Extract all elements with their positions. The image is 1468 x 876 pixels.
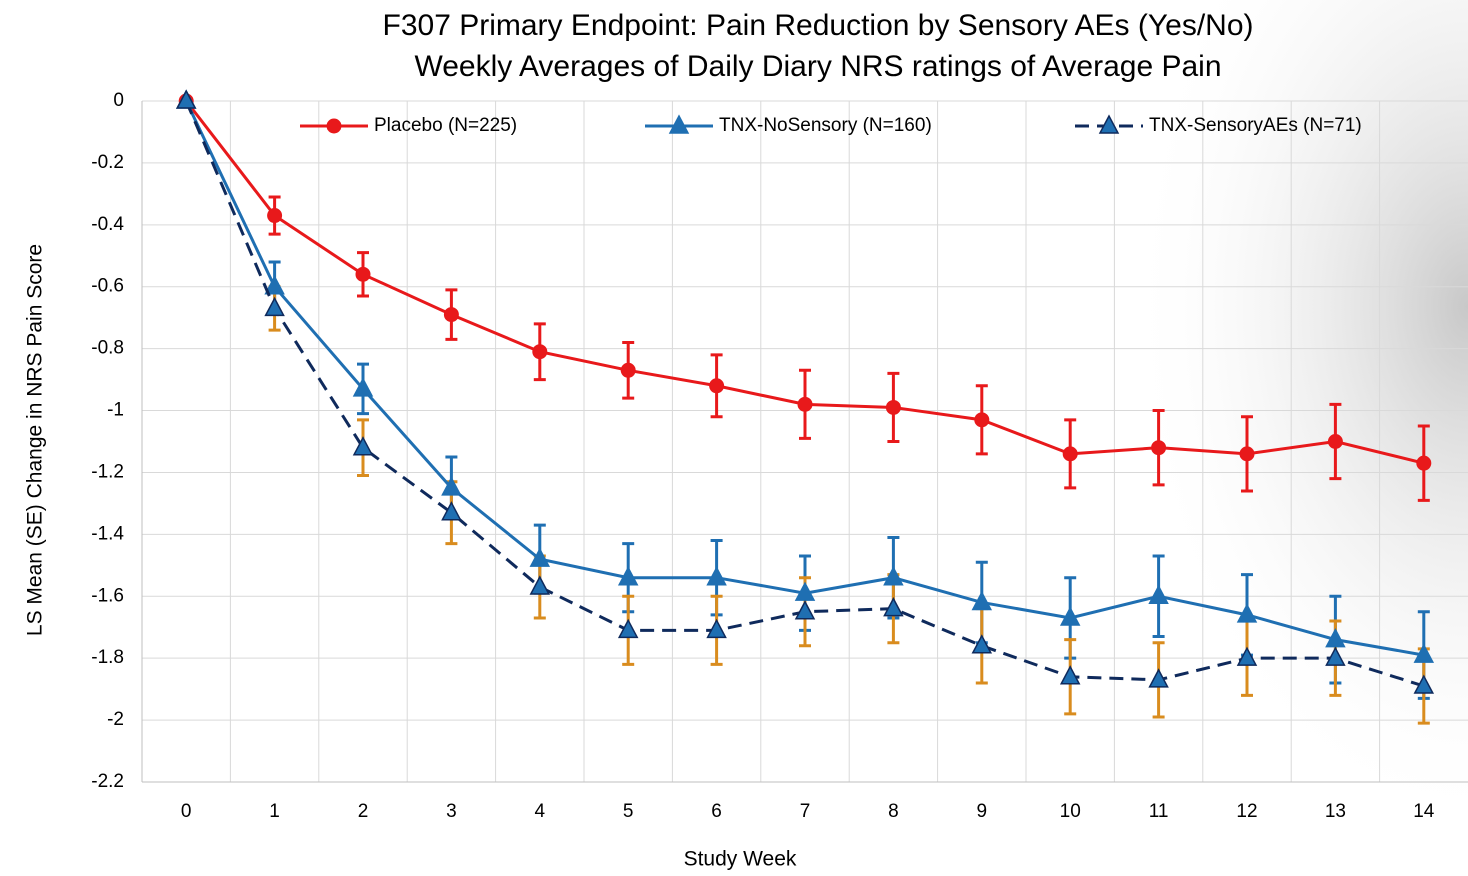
marker: [264, 275, 285, 295]
marker: [883, 566, 904, 586]
marker: [1059, 665, 1081, 685]
marker: [617, 618, 639, 639]
background-decor: [900, 0, 1468, 876]
marker: [352, 377, 374, 397]
marker: [441, 476, 462, 496]
marker: [352, 436, 374, 456]
marker: [1148, 584, 1169, 605]
y-tick-label: -1.8: [91, 647, 124, 668]
chart-subtitle: Weekly Averages of Daily Diary NRS ratin…: [414, 50, 1221, 83]
marker: [971, 634, 993, 654]
x-tick-label: 6: [711, 801, 722, 822]
marker: [1416, 455, 1432, 471]
marker: [1151, 440, 1167, 456]
legend-marker: [668, 114, 690, 134]
y-tick-label: -2.2: [91, 771, 124, 792]
x-tick-label: 0: [181, 801, 192, 822]
marker: [971, 590, 993, 611]
x-tick-label: 10: [1060, 801, 1081, 822]
marker: [709, 378, 725, 394]
marker: [441, 501, 462, 521]
marker: [885, 399, 901, 415]
marker: [1239, 446, 1255, 462]
marker: [1059, 606, 1081, 626]
legend-marker: [1098, 114, 1120, 134]
y-tick-label: -1.6: [91, 585, 124, 606]
marker: [1327, 434, 1343, 449]
marker: [620, 362, 636, 378]
marker: [1062, 446, 1078, 462]
x-tick-label: 11: [1149, 801, 1169, 822]
legend-label: TNX-NoSensory (N=160): [719, 115, 932, 136]
marker: [1413, 643, 1435, 663]
y-tick-label: -0.2: [91, 152, 124, 173]
x-tick-label: 9: [977, 801, 988, 822]
marker: [1413, 674, 1435, 694]
legend-label: Placebo (N=225): [374, 115, 517, 136]
x-tick-label: 14: [1413, 801, 1435, 822]
marker: [883, 597, 904, 617]
marker: [443, 307, 459, 323]
y-tick-label: -1.2: [91, 461, 124, 482]
x-tick-label: 2: [358, 801, 369, 822]
marker: [794, 600, 816, 620]
marker: [532, 344, 548, 360]
y-tick-label: 0: [113, 90, 124, 111]
marker: [706, 618, 727, 639]
y-tick-label: -1: [107, 400, 124, 421]
y-tick-label: -2: [107, 709, 124, 730]
y-tick-label: -1.4: [91, 523, 124, 544]
y-tick-label: -0.8: [91, 338, 124, 359]
x-tick-label: 5: [623, 801, 634, 822]
marker: [529, 547, 551, 567]
marker: [1236, 646, 1258, 666]
x-tick-label: 1: [269, 801, 280, 822]
x-tick-label: 13: [1325, 801, 1346, 822]
marker: [797, 396, 813, 412]
x-tick-label: 7: [800, 801, 811, 822]
marker: [175, 89, 197, 109]
marker: [1236, 603, 1258, 623]
marker: [264, 296, 285, 317]
marker: [1148, 668, 1169, 688]
x-tick-label: 12: [1236, 801, 1257, 822]
chart-title: F307 Primary Endpoint: Pain Reduction by…: [383, 9, 1254, 42]
marker: [1325, 646, 1346, 666]
marker: [355, 266, 371, 282]
legend-marker: [326, 118, 342, 134]
marker: [706, 566, 727, 586]
marker: [617, 566, 639, 586]
y-axis-label: LS Mean (SE) Change in NRS Pain Score: [24, 244, 47, 636]
x-axis-label: Study Week: [684, 848, 797, 871]
y-tick-label: -0.4: [91, 214, 124, 235]
legend-label: TNX-SensoryAEs (N=71): [1149, 115, 1362, 136]
x-tick-label: 8: [888, 801, 899, 822]
marker: [267, 208, 283, 224]
x-tick-label: 3: [446, 801, 457, 822]
x-tick-label: 4: [535, 801, 546, 822]
marker: [529, 575, 551, 595]
y-tick-label: -0.6: [91, 276, 124, 297]
marker: [974, 412, 990, 428]
